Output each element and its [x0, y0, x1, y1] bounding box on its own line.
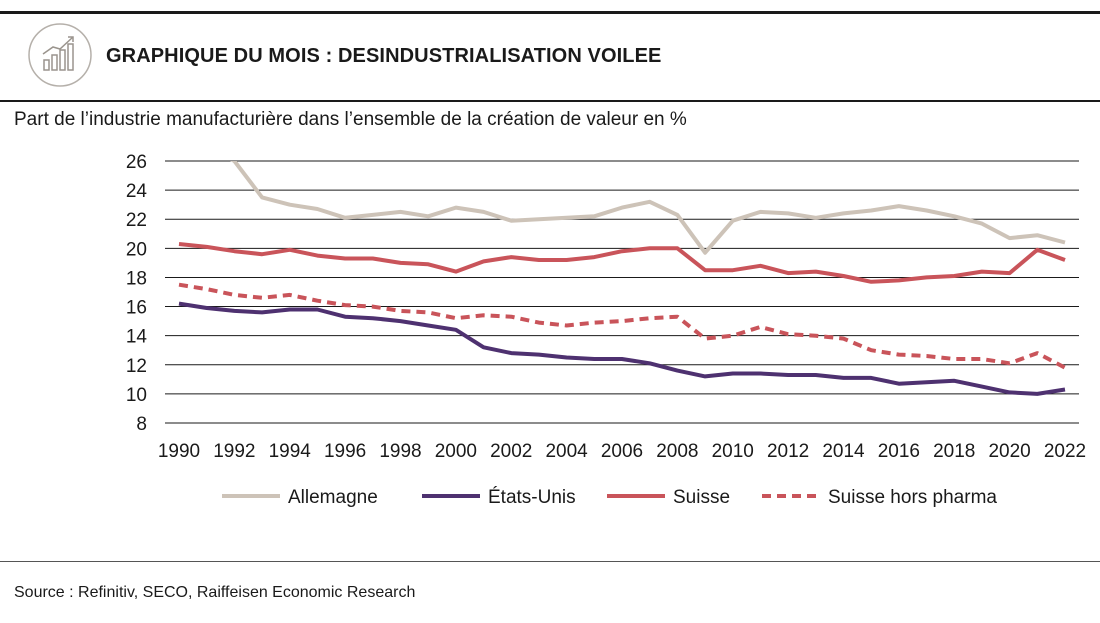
y-tick-label: 20 — [126, 239, 147, 260]
x-tick-label: 2022 — [1044, 441, 1086, 462]
series-line-0 — [230, 161, 1066, 255]
x-tick-label: 2018 — [933, 441, 975, 462]
source-note: Source : Refinitiv, SECO, Raiffeisen Eco… — [14, 584, 416, 601]
y-tick-label: 18 — [126, 268, 147, 289]
x-tick-label: 1992 — [213, 441, 255, 462]
y-tick-label: 10 — [126, 385, 147, 406]
x-tick-label: 2012 — [767, 441, 809, 462]
x-tick-label: 2010 — [712, 441, 754, 462]
legend-label-2: Suisse — [673, 487, 730, 508]
y-tick-label: 26 — [126, 152, 147, 173]
x-tick-label: 2000 — [435, 441, 477, 462]
y-tick-label: 8 — [136, 414, 147, 435]
x-tick-label: 2020 — [988, 441, 1030, 462]
legend-label-0: Allemagne — [288, 487, 378, 508]
series-line-2 — [178, 242, 1066, 284]
header-divider — [0, 100, 1100, 102]
legend-label-3: Suisse hors pharma — [828, 487, 997, 508]
x-tick-label: 2006 — [601, 441, 643, 462]
x-tick-label: 2016 — [878, 441, 920, 462]
bar-chart-growth-icon — [28, 23, 92, 87]
chart-title: Part de l’industrie manufacturière dans … — [14, 109, 687, 130]
x-tick-label: 2002 — [490, 441, 532, 462]
y-tick-label: 12 — [126, 356, 147, 377]
y-tick-label: 22 — [126, 210, 147, 231]
x-tick-label: 2014 — [822, 441, 865, 462]
x-tick-label: 2008 — [656, 441, 698, 462]
y-tick-label: 16 — [126, 298, 147, 319]
x-tick-label: 2004 — [545, 441, 588, 462]
y-tick-label: 24 — [126, 181, 148, 202]
series-line-3 — [178, 282, 1066, 370]
x-tick-label: 1998 — [379, 441, 421, 462]
y-tick-label: 14 — [126, 327, 148, 348]
page-title: GRAPHIQUE DU MOIS : DESINDUSTRIALISATION… — [106, 45, 662, 67]
legend-label-1: États-Unis — [488, 487, 576, 508]
x-tick-label: 1994 — [269, 441, 312, 462]
top-rule — [0, 11, 1100, 14]
footer-divider — [0, 561, 1100, 562]
series-line-1 — [178, 301, 1066, 396]
x-tick-label: 1990 — [158, 441, 200, 462]
x-tick-label: 1996 — [324, 441, 366, 462]
